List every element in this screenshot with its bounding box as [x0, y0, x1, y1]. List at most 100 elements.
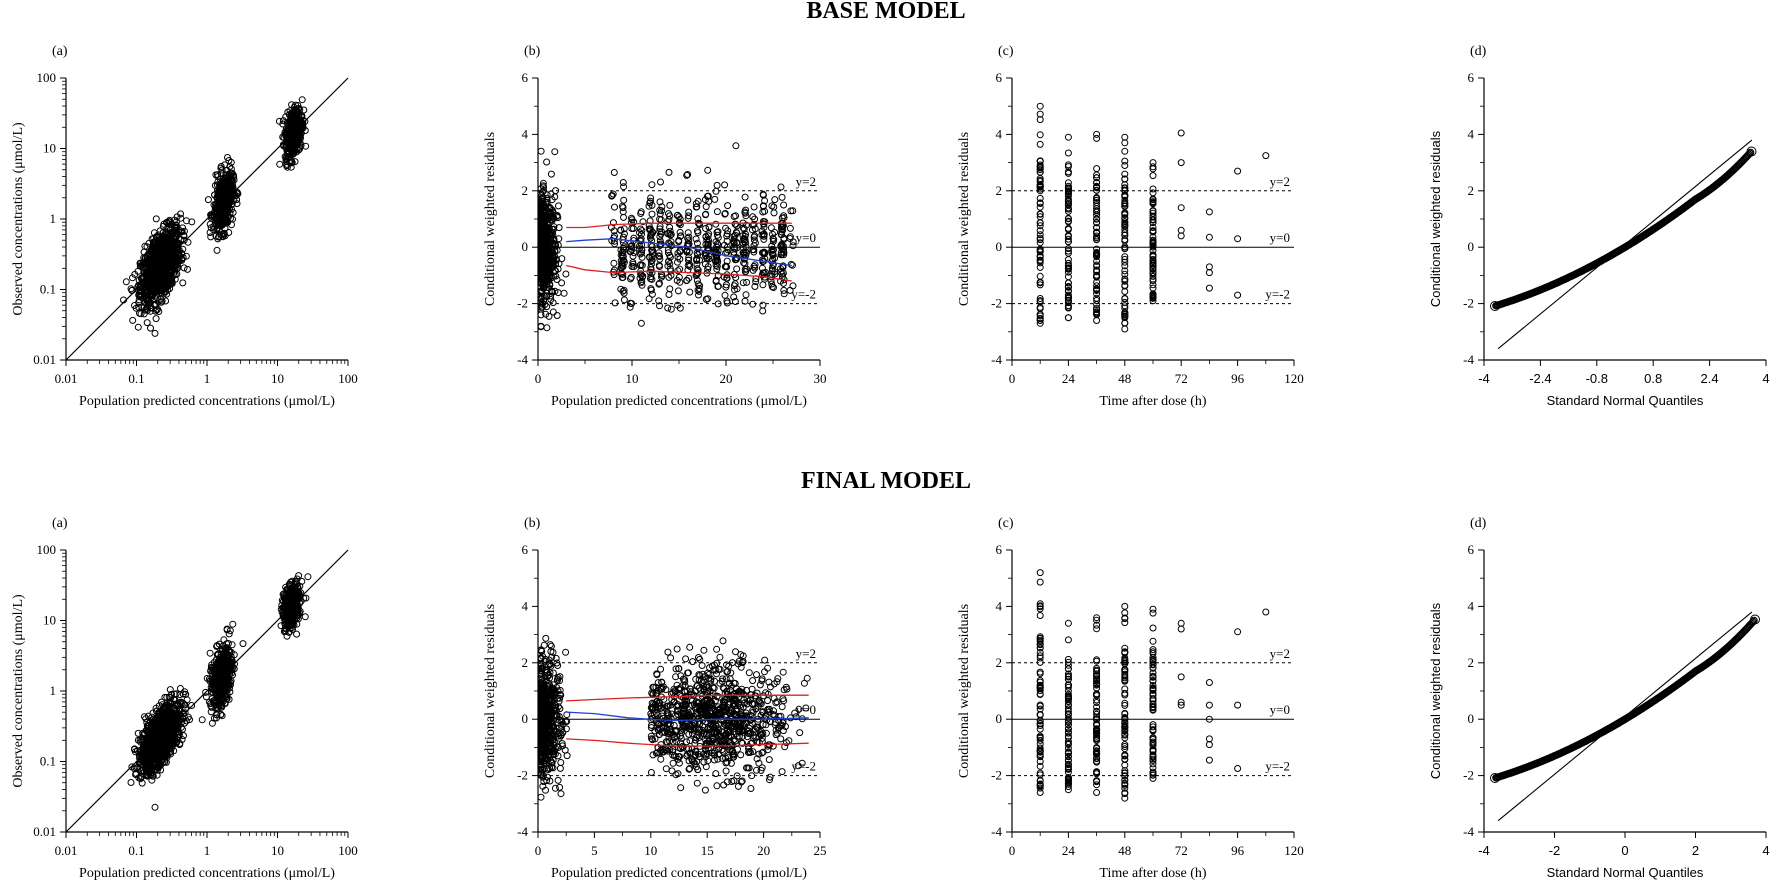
data-point: [178, 256, 186, 264]
data-point: [551, 148, 559, 156]
data-point: [713, 208, 721, 216]
data-point: [741, 193, 749, 201]
data-point: [770, 203, 778, 211]
identity-line: [65, 549, 349, 833]
data-point: [173, 246, 181, 254]
data-point: [1149, 159, 1157, 167]
data-point: [180, 264, 188, 272]
data-point: [1121, 325, 1129, 333]
data-point: [144, 301, 152, 309]
data-point: [177, 214, 185, 222]
data-point: [204, 196, 212, 204]
data-point: [547, 170, 555, 178]
data-point: [162, 297, 170, 305]
data-point: [620, 213, 627, 221]
data-point: [182, 252, 190, 260]
y-axis-label: Conditional weighted residuals: [1428, 130, 1443, 307]
data-point: [143, 286, 151, 294]
data-point: [1036, 131, 1044, 139]
data-point: [122, 278, 130, 286]
data-point: [685, 208, 693, 216]
x-tick-label: 2.4: [1701, 371, 1719, 386]
data-point: [166, 247, 173, 255]
data-point: [129, 316, 137, 324]
panel-label: (a): [52, 44, 68, 59]
data-point: [276, 160, 284, 168]
data-point: [158, 297, 166, 305]
data-point: [143, 297, 151, 305]
data-point: [188, 702, 196, 709]
data-point: [759, 281, 767, 289]
y-tick-label: 2: [1468, 183, 1475, 198]
data-point: [142, 305, 150, 313]
x-tick-label: 10: [271, 843, 284, 858]
y-tick-label: 1: [50, 211, 57, 226]
data-point: [174, 250, 182, 258]
data-point: [160, 289, 168, 297]
data-point: [684, 196, 692, 204]
x-tick-label: 100: [338, 371, 358, 386]
data-point: [1064, 149, 1072, 157]
data-point: [749, 300, 757, 308]
data-point: [1064, 133, 1072, 141]
y-tick-label: 2: [522, 183, 529, 198]
data-point: [143, 319, 151, 327]
x-tick-label: -2.4: [1529, 371, 1551, 386]
y-tick-label: 2: [996, 183, 1003, 198]
data-point: [172, 218, 180, 226]
x-tick-label: 4: [1762, 371, 1769, 386]
data-point: [750, 203, 758, 211]
x-axis-label: Time after dose (h): [1099, 394, 1207, 409]
data-point: [155, 308, 163, 315]
data-point: [154, 298, 162, 306]
y-tick-label: -4: [1463, 352, 1474, 367]
data-point: [147, 324, 154, 332]
data-point: [1205, 208, 1213, 216]
data-point: [173, 213, 181, 221]
data-point: [721, 291, 729, 299]
y-tick-label: -4: [991, 352, 1002, 367]
data-point: [174, 239, 181, 247]
x-tick-label: 96: [1231, 371, 1245, 386]
data-point: [537, 147, 545, 155]
data-point: [771, 196, 779, 204]
data-point: [780, 201, 788, 209]
data-point: [127, 779, 135, 786]
data-point: [175, 226, 183, 234]
data-point: [610, 259, 618, 267]
y-tick-label: 4: [1468, 126, 1475, 141]
data-point: [1205, 284, 1213, 292]
data-point: [610, 169, 618, 176]
data-point: [664, 304, 672, 312]
x-axis-label: Population predicted concentrations (μmo…: [79, 394, 335, 409]
data-point: [139, 263, 147, 271]
data-point: [620, 296, 628, 304]
data-point: [152, 315, 160, 323]
data-point: [150, 271, 158, 278]
y-tick-label: 0.1: [40, 282, 56, 297]
data-point: [158, 257, 166, 265]
data-point: [148, 277, 156, 285]
x-axis-label: Population predicted concentrations (μmo…: [79, 866, 335, 881]
y-axis-label: Conditional weighted residuals: [957, 132, 972, 306]
data-point: [148, 281, 156, 289]
data-point: [721, 181, 729, 189]
data-point: [712, 220, 720, 228]
data-point: [686, 288, 694, 296]
x-tick-label: 100: [338, 843, 358, 858]
reference-line-label: y=-2: [1265, 287, 1290, 302]
reference-line-label: y=2: [1270, 174, 1290, 189]
data-point: [674, 287, 682, 295]
data-point: [131, 270, 139, 278]
y-tick-label: 6: [996, 70, 1003, 85]
data-point: [770, 209, 778, 217]
data-point: [786, 224, 794, 232]
data-point: [154, 274, 162, 282]
y-axis-label: Observed concentrations (μmol/L): [11, 594, 26, 788]
data-point: [127, 285, 135, 293]
x-tick-label: 0: [1009, 371, 1016, 386]
data-point: [158, 267, 166, 274]
data-point: [141, 306, 149, 314]
